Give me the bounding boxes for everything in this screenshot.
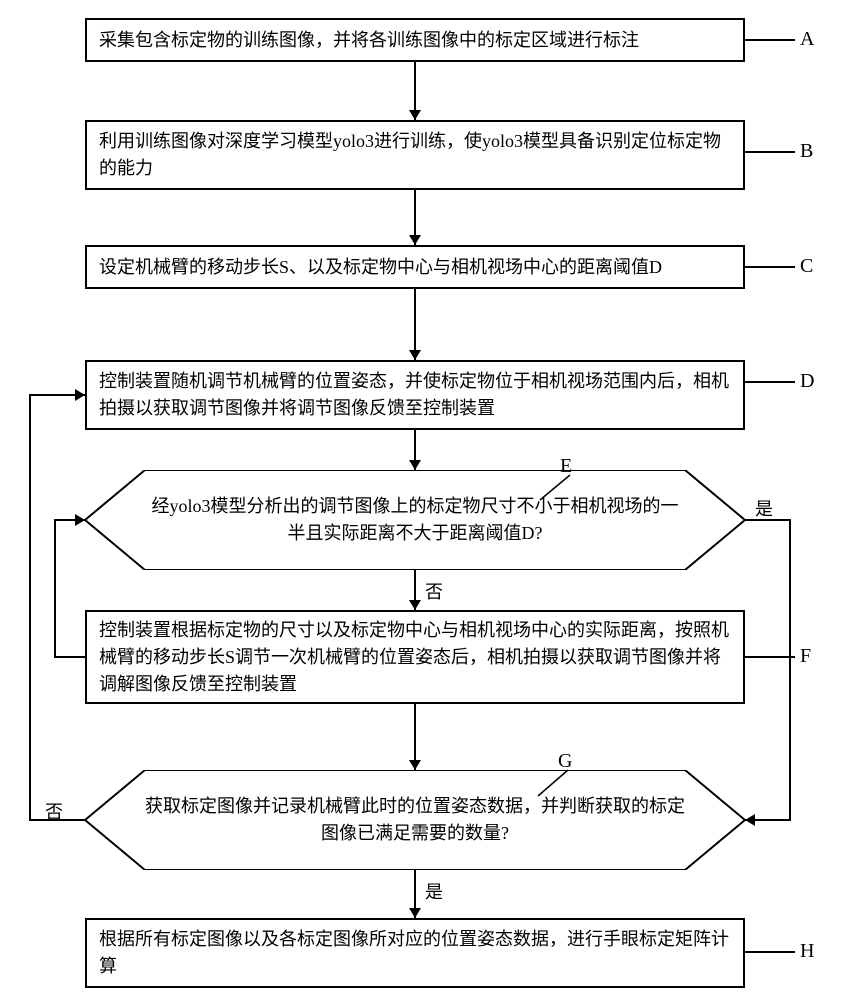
flow-box-H: 根据所有标定图像以及各标定图像所对应的位置姿态数据，进行手眼标定矩阵计算 [85,918,745,988]
flowchart-canvas: 否 是 是 否 [0,0,853,1000]
flow-box-F: 控制装置根据标定物的尺寸以及标定物中心与相机视场中心的实际距离，按照机械臂的移动… [85,610,745,704]
node-label-F: F [800,645,811,668]
node-label-A: A [800,28,814,51]
edge-label: 是 [755,495,773,521]
flow-box-D: 控制装置随机调节机械臂的位置姿态，并使标定物位于相机视场范围内后，相机拍摄以获取… [85,360,745,430]
node-label-H: H [800,940,814,963]
flow-box-C: 设定机械臂的移动步长S、以及标定物中心与相机视场中心的距离阈值D [85,245,745,289]
node-label-E: E [560,455,572,478]
edge-label: 否 [45,798,63,824]
node-label-D: D [800,370,814,393]
node-label-G: G [558,750,572,773]
flow-decision-E: 经yolo3模型分析出的调节图像上的标定物尺寸不小于相机视场的一半且实际距离不大… [85,470,745,570]
flow-box-A: 采集包含标定物的训练图像，并将各训练图像中的标定区域进行标注 [85,18,745,62]
edge-label: 否 [425,578,443,604]
flow-decision-G: 获取标定图像并记录机械臂此时的位置姿态数据，并判断获取的标定图像已满足需要的数量… [85,770,745,870]
node-label-B: B [800,140,813,163]
node-label-C: C [800,255,813,278]
edge-label: 是 [425,878,443,904]
flow-box-B: 利用训练图像对深度学习模型yolo3进行训练，使yolo3模型具备识别定位标定物… [85,120,745,190]
